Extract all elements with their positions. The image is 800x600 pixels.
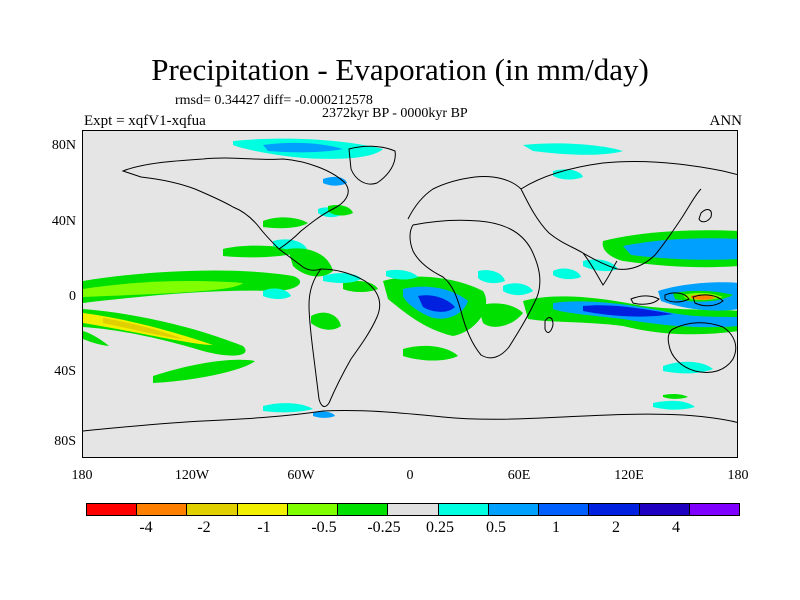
colorbar-label: -4 — [139, 519, 153, 536]
colorbar-swatch — [187, 504, 238, 515]
colorbar-swatch — [388, 504, 439, 515]
map-title: Precipitation - Evaporation (in mm/day) — [151, 52, 649, 87]
colorbar-swatch — [87, 504, 138, 515]
lat-tick-label: 40N — [51, 214, 76, 229]
colorbar-swatch — [237, 504, 288, 515]
lat-tick-label: 0 — [69, 289, 76, 304]
colorbar-label: 0.25 — [426, 519, 454, 536]
colorbar-swatch — [539, 504, 590, 515]
lon-tick-label: 0 — [406, 468, 414, 483]
stats-text: rmsd= 0.34427 diff= -0.000212578 — [175, 93, 373, 108]
lon-tick-label: 120E — [614, 468, 644, 483]
colorbar-label: 1 — [552, 519, 560, 536]
lon-tick-label: 180 — [727, 468, 749, 483]
colorbar-label: 2 — [612, 519, 620, 536]
field-contours — [83, 138, 737, 418]
lon-tick-label: 120W — [174, 468, 210, 483]
colorbar-swatch — [438, 504, 489, 515]
colorbar-swatch — [689, 504, 740, 515]
coastlines — [83, 145, 737, 432]
lat-tick-label: 80S — [54, 434, 76, 449]
map-svg — [83, 138, 737, 432]
colorbar-swatch — [589, 504, 640, 515]
colorbar-swatch — [287, 504, 339, 515]
lon-tick-label: 60W — [287, 468, 315, 483]
colorbar-label: 4 — [672, 519, 680, 536]
period-text: 2372kyr BP - 0000kyr BP — [322, 106, 468, 121]
lon-tick-label: 180 — [71, 468, 93, 483]
colorbar-label: 0.5 — [486, 519, 506, 536]
colorbar-label: -0.25 — [367, 519, 401, 536]
season-label: ANN — [709, 113, 743, 129]
map-plot-area — [82, 130, 738, 458]
colorbar-label: -0.5 — [311, 519, 337, 536]
colorbar — [86, 503, 740, 516]
colorbar-label: -2 — [197, 519, 211, 536]
colorbar-swatch — [639, 504, 690, 515]
colorbar-swatch — [137, 504, 188, 515]
colorbar-swatch — [488, 504, 540, 515]
experiment-label: Expt = xqfV1-xqfua — [84, 113, 206, 129]
lat-tick-label: 80N — [51, 138, 76, 153]
lon-tick-label: 60E — [507, 468, 531, 483]
colorbar-label: -1 — [257, 519, 271, 536]
colorbar-swatch — [338, 504, 389, 515]
lat-tick-label: 40S — [54, 364, 76, 379]
